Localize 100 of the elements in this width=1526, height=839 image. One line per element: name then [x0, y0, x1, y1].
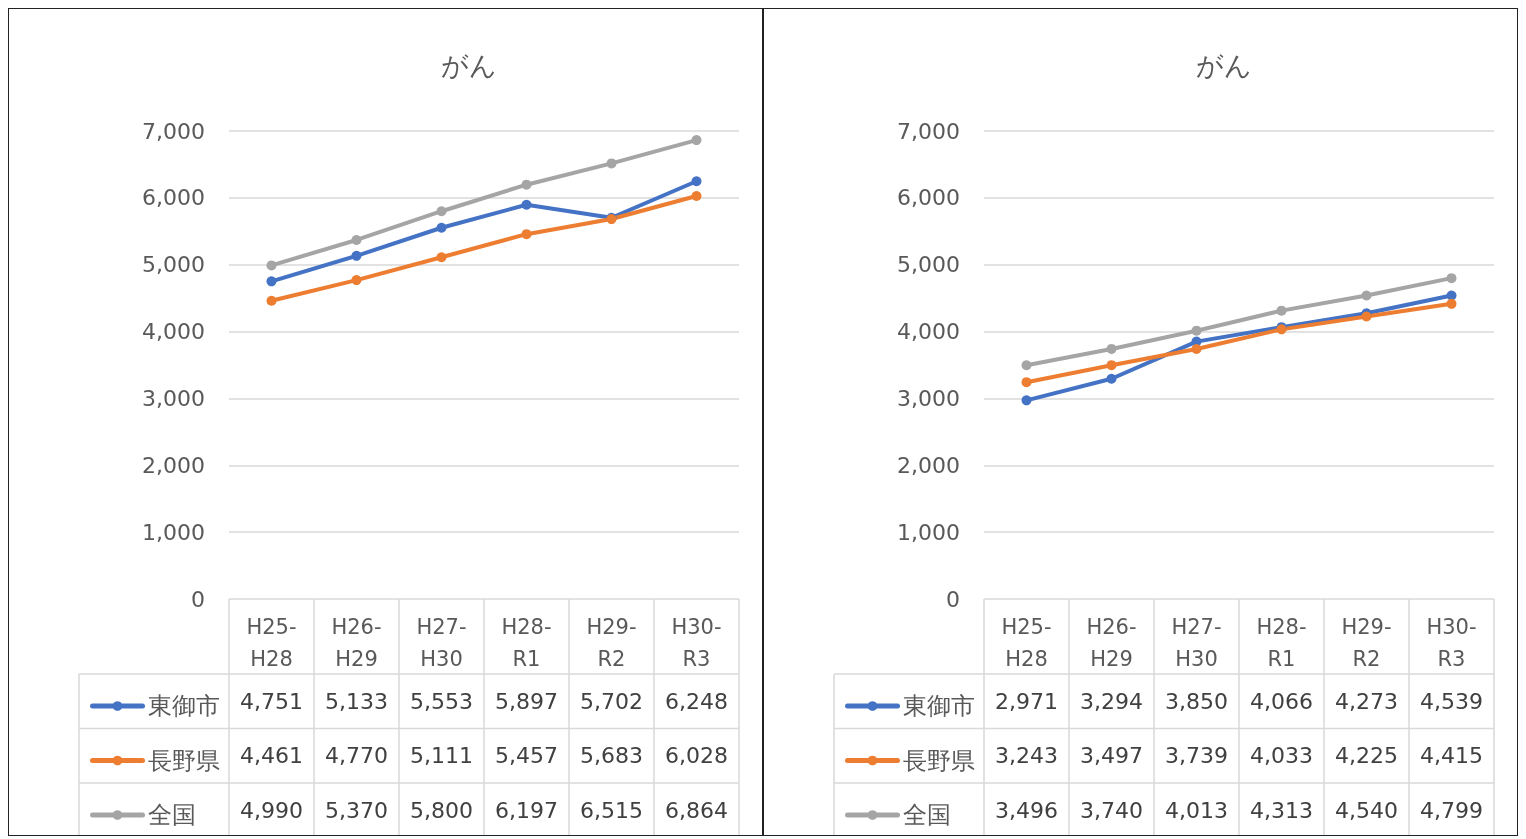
data-label: 4,313	[1250, 797, 1313, 823]
data-label: 5,457	[495, 743, 558, 769]
point	[1021, 395, 1032, 406]
point	[351, 275, 362, 286]
y-tick-label: 2,000	[142, 452, 205, 478]
data-label: 5,800	[410, 797, 473, 823]
data-label: 6,515	[580, 797, 643, 823]
data-label: 5,553	[410, 688, 473, 714]
x-tick-label: H30-R3	[1426, 615, 1477, 671]
point	[691, 176, 702, 187]
point	[606, 158, 617, 169]
point	[1021, 377, 1032, 388]
y-tick-label: 1,000	[897, 519, 960, 545]
point	[1276, 305, 1287, 316]
data-label: 5,897	[495, 688, 558, 714]
data-label: 6,864	[665, 797, 728, 823]
y-tick-label: 0	[191, 586, 205, 612]
y-tick-label: 4,000	[897, 319, 960, 345]
data-label: 4,770	[325, 743, 388, 769]
point	[436, 206, 447, 217]
point	[1106, 343, 1117, 354]
point	[1191, 344, 1202, 355]
point	[691, 190, 702, 201]
point	[351, 250, 362, 261]
data-label: 5,370	[325, 797, 388, 823]
data-label: 4,751	[240, 688, 303, 714]
point	[1106, 373, 1117, 384]
data-label: 5,111	[410, 743, 473, 769]
legend-label: 長野県	[147, 746, 220, 775]
x-tick-label: H28-R1	[501, 615, 552, 671]
data-label: 4,799	[1420, 797, 1483, 823]
legend-label: 東御市	[147, 692, 220, 720]
data-label: 4,225	[1335, 743, 1398, 769]
x-tick-label: H29-R2	[586, 615, 637, 671]
data-label: 6,197	[495, 797, 558, 823]
y-tick-label: 3,000	[897, 385, 960, 411]
point	[1446, 273, 1457, 284]
data-label: 3,243	[995, 743, 1058, 769]
y-tick-label: 1,000	[142, 519, 205, 545]
legend-label: 東御市	[902, 692, 975, 720]
data-label: 4,540	[1335, 797, 1398, 823]
point	[266, 276, 277, 287]
point	[436, 252, 447, 263]
point	[691, 135, 702, 146]
x-tick-label: H26-H29	[331, 615, 382, 671]
point	[351, 234, 362, 245]
x-tick-label: H25-H28	[246, 615, 297, 671]
data-label: 4,461	[240, 743, 303, 769]
x-tick-label: H25-H28	[1001, 615, 1052, 671]
point	[436, 222, 447, 233]
x-tick-label: H29-R2	[1341, 615, 1392, 671]
legend-label: 全国	[902, 801, 951, 829]
chart-title: がん	[1196, 50, 1252, 81]
data-label: 2,971	[995, 688, 1058, 714]
point	[1191, 325, 1202, 336]
legend-label: 全国	[147, 801, 196, 829]
y-tick-label: 0	[946, 586, 960, 612]
data-label: 4,539	[1420, 688, 1483, 714]
y-tick-label: 6,000	[897, 185, 960, 211]
point	[1446, 298, 1457, 309]
data-label: 4,066	[1250, 688, 1313, 714]
y-tick-label: 5,000	[897, 252, 960, 278]
point	[521, 179, 532, 190]
data-label: 3,497	[1080, 743, 1143, 769]
data-label: 4,013	[1165, 797, 1228, 823]
legend-label: 長野県	[902, 746, 975, 775]
x-tick-label: H27-H30	[416, 615, 467, 671]
y-tick-label: 7,000	[897, 118, 960, 144]
data-label: 3,739	[1165, 743, 1228, 769]
data-label: 5,683	[580, 743, 643, 769]
chart-title: がん	[441, 50, 497, 81]
point	[1021, 360, 1032, 371]
data-label: 3,850	[1165, 688, 1228, 714]
data-label: 4,415	[1420, 743, 1483, 769]
data-label: 5,702	[580, 688, 643, 714]
point	[266, 295, 277, 306]
y-tick-label: 4,000	[142, 319, 205, 345]
data-label: 4,033	[1250, 743, 1313, 769]
y-tick-label: 5,000	[142, 252, 205, 278]
data-label: 3,294	[1080, 688, 1143, 714]
data-label: 3,496	[995, 797, 1058, 823]
point	[1361, 290, 1372, 301]
point	[521, 199, 532, 210]
point	[266, 260, 277, 271]
data-label: 6,248	[665, 688, 728, 714]
data-label: 3,740	[1080, 797, 1143, 823]
y-tick-label: 6,000	[142, 185, 205, 211]
point	[521, 229, 532, 240]
y-tick-label: 3,000	[142, 385, 205, 411]
y-tick-label: 7,000	[142, 118, 205, 144]
x-tick-label: H30-R3	[671, 615, 722, 671]
data-label: 6,028	[665, 743, 728, 769]
x-tick-label: H28-R1	[1256, 615, 1307, 671]
data-label: 4,990	[240, 797, 303, 823]
y-tick-label: 2,000	[897, 452, 960, 478]
data-label: 5,133	[325, 688, 388, 714]
x-tick-label: H27-H30	[1171, 615, 1222, 671]
data-label: 4,273	[1335, 688, 1398, 714]
x-tick-label: H26-H29	[1086, 615, 1137, 671]
point	[1106, 360, 1117, 371]
